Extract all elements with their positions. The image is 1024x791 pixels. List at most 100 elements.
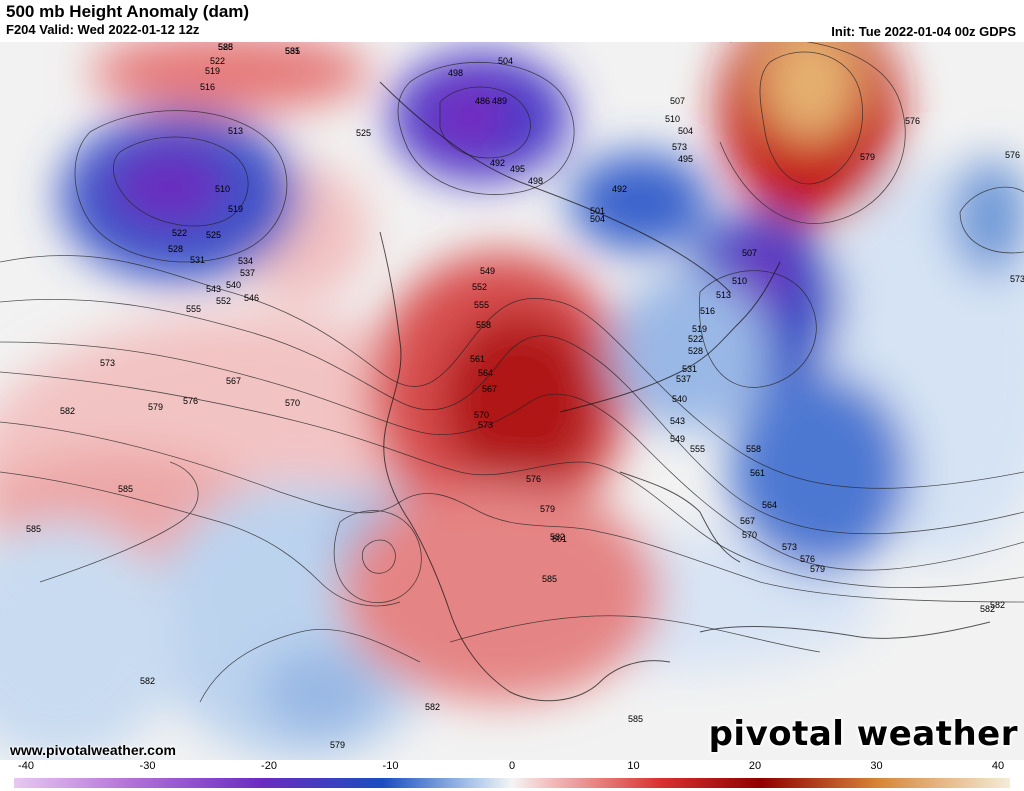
colorbar-tick: 20 [748, 760, 762, 772]
colorbar [14, 778, 1010, 788]
contour-label: 540 [672, 394, 687, 404]
contour-label: 579 [540, 504, 555, 514]
contour-label: 573 [100, 358, 115, 368]
contour-label: 525 [356, 128, 371, 138]
pivotal-weather-logo: pivotal weather [708, 714, 1018, 754]
contour-label: 570 [285, 398, 300, 408]
contour-label: 585 [26, 524, 41, 534]
contour-label: 519 [692, 324, 707, 334]
contour-label: 576 [1005, 150, 1020, 160]
contour-label: 495 [510, 164, 525, 174]
contour-label: 489 [492, 96, 507, 106]
contour-label: 573 [782, 542, 797, 552]
contour-label: 567 [740, 516, 755, 526]
contour-label: 582 [425, 702, 440, 712]
contour-label: 573 [478, 420, 493, 430]
contour-label: 558 [746, 444, 761, 454]
contour-label: 582 [550, 532, 565, 542]
contour-label: 573 [1010, 274, 1024, 284]
website-url: www.pivotalweather.com [10, 742, 176, 758]
contour-label: 555 [690, 444, 705, 454]
contour-label: 522 [172, 228, 187, 238]
contour-label: 585 [118, 484, 133, 494]
contour-label: 525 [206, 230, 221, 240]
contour-label: 531 [682, 364, 697, 374]
contour-label: 576 [183, 396, 198, 406]
contour-label: 552 [472, 282, 487, 292]
contour-label: 561 [750, 468, 765, 478]
contour-label: 492 [490, 158, 505, 168]
contour-label: 507 [670, 96, 685, 106]
contour-label: 552 [216, 296, 231, 306]
contour-label: 528 [168, 244, 183, 254]
contour-label: 567 [226, 376, 241, 386]
colorbar-tick: -20 [261, 760, 277, 772]
contour-label: 576 [800, 554, 815, 564]
map-title: 500 mb Height Anomaly (dam) [6, 2, 250, 21]
contour-label: 495 [678, 154, 693, 164]
contour-label: 507 [742, 248, 757, 258]
contour-label: 510 [215, 184, 230, 194]
colorbar-tick: 0 [508, 760, 516, 772]
colorbar-ticks: -40 -30 -20 -10 0 10 20 30 40 [0, 760, 1024, 776]
colorbar-tick: 10 [627, 760, 640, 772]
contour-label: 498 [528, 176, 543, 186]
contour-label: 573 [672, 142, 687, 152]
contour-label: 513 [228, 126, 243, 136]
colorbar-tick: -10 [382, 760, 399, 772]
colorbar-tick: 30 [870, 760, 883, 772]
contour-label: 561 [470, 354, 485, 364]
contour-label: 582 [980, 604, 995, 614]
contour-label: 537 [240, 268, 255, 278]
contour-label: 564 [762, 500, 777, 510]
contour-label: 504 [590, 214, 605, 224]
contour-label: 528 [688, 346, 703, 356]
init-time: Init: Tue 2022-01-04 00z GDPS [831, 24, 1016, 39]
contour-label: 519 [205, 66, 220, 76]
contour-label: 534 [238, 256, 253, 266]
contour-label: 501 [552, 534, 567, 544]
contour-label: 522 [210, 56, 225, 66]
contour-label: 549 [670, 434, 685, 444]
anomaly-field [0, 42, 1024, 760]
contour-label: 585 [628, 714, 643, 724]
contour-label: 579 [860, 152, 875, 162]
contour-label: 498 [448, 68, 463, 78]
colorbar-tick: -30 [139, 760, 156, 772]
contour-label: 516 [700, 306, 715, 316]
contour-label: 555 [186, 304, 201, 314]
valid-time: F204 Valid: Wed 2022-01-12 12z [6, 22, 200, 37]
contour-label: 528 [218, 42, 233, 52]
contour-label: 585 [542, 574, 557, 584]
contour-label: 570 [474, 410, 489, 420]
contour-label: 513 [716, 290, 731, 300]
colorbar-tick: -40 [18, 760, 34, 772]
contour-label: 486 [475, 96, 490, 106]
contour-label: 510 [732, 276, 747, 286]
contour-label: 555 [474, 300, 489, 310]
contour-label: 546 [244, 293, 259, 303]
contour-label: 501 [590, 206, 605, 216]
contour-label: 531 [285, 46, 300, 56]
contour-label: 522 [688, 334, 703, 344]
contour-label: 558 [476, 320, 491, 330]
contour-label: 540 [226, 280, 241, 290]
contour-label: 537 [676, 374, 691, 384]
contour-label: 516 [200, 82, 215, 92]
height-contours [0, 42, 1024, 703]
contour-label: 582 [60, 406, 75, 416]
coastlines [379, 81, 991, 702]
contour-label: 579 [330, 740, 345, 750]
contour-label: 543 [670, 416, 685, 426]
contour-label: 570 [742, 530, 757, 540]
contour-label: 576 [905, 116, 920, 126]
contour-label: 582 [140, 676, 155, 686]
contour-label: 585 [285, 46, 300, 56]
contour-label: 543 [206, 284, 221, 294]
contour-label: 504 [678, 126, 693, 136]
contour-label: 510 [665, 114, 680, 124]
contour-label: 579 [810, 564, 825, 574]
contour-label: 585 [218, 42, 233, 52]
contour-label: 531 [190, 255, 205, 265]
